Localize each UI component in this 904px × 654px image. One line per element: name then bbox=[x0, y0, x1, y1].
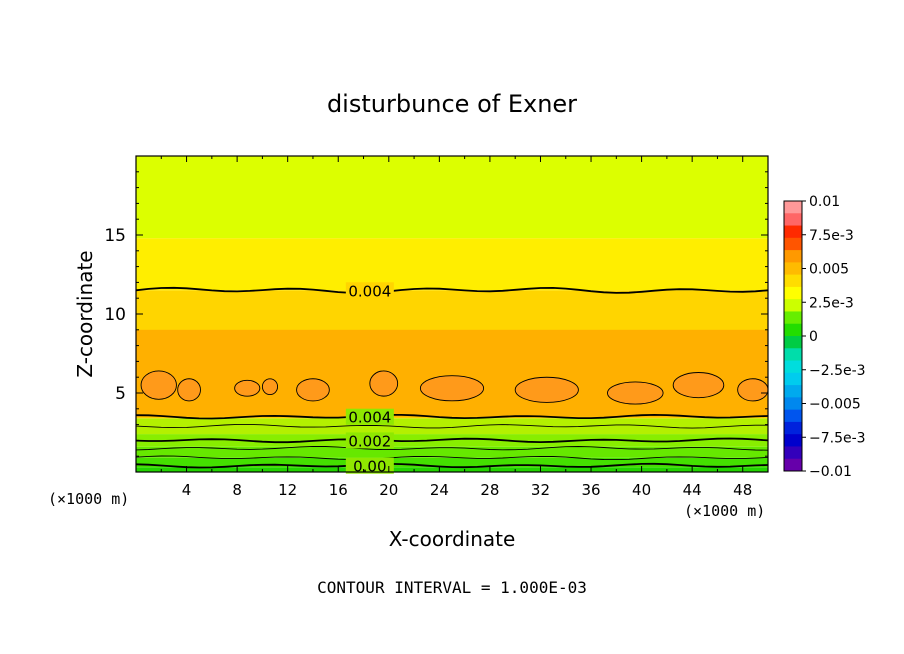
color-band-2 bbox=[136, 446, 768, 458]
color-band-3 bbox=[136, 434, 768, 447]
colorbar-label-0: 0.01 bbox=[809, 194, 840, 210]
colorbar-segment-9 bbox=[784, 311, 802, 325]
colorbar-segment-3 bbox=[784, 237, 802, 251]
contour-label-0: 0.004 bbox=[348, 282, 391, 300]
y-axis-unit: (×1000 m) bbox=[684, 502, 765, 520]
color-band-1 bbox=[136, 457, 768, 468]
x-tick-label-4: 20 bbox=[379, 481, 398, 499]
y-tick-label-0: 5 bbox=[115, 384, 126, 404]
contour-line-3 bbox=[136, 437, 768, 444]
colorbar-segment-17 bbox=[784, 409, 802, 423]
orange-band-fill bbox=[136, 329, 768, 417]
contour-label-bg-1 bbox=[345, 408, 394, 425]
maximum-cell-6 bbox=[419, 375, 485, 402]
contour-lines bbox=[136, 286, 768, 469]
y-tick-label-1: 10 bbox=[104, 305, 126, 325]
contour-line-0 bbox=[136, 286, 768, 295]
chart-title: disturbunce of Exner bbox=[327, 90, 577, 118]
maximum-cell-7 bbox=[514, 376, 579, 403]
x-tick-label-0: 4 bbox=[182, 481, 192, 499]
orange-band bbox=[136, 329, 768, 417]
x-tick-label-5: 24 bbox=[430, 481, 449, 499]
x-tick-label-2: 12 bbox=[278, 481, 297, 499]
y-axis-label: Z-coordinate bbox=[73, 250, 97, 377]
maximum-cell-1 bbox=[177, 378, 201, 402]
contour-line-6 bbox=[136, 462, 768, 469]
colorbar-segment-0 bbox=[784, 201, 802, 214]
x-axis-ticks: 4 8 12 16 20 24 28 32 36 40 44 48 bbox=[160, 156, 752, 499]
contour-label-3: 0.002 bbox=[348, 432, 391, 450]
contour-label-bg-3 bbox=[345, 432, 394, 449]
x-tick-label-7: 32 bbox=[531, 481, 550, 499]
x-tick-label-6: 28 bbox=[480, 481, 499, 499]
colorbar-segment-18 bbox=[784, 421, 802, 435]
colorbar-segment-4 bbox=[784, 250, 802, 263]
colorbar-segment-19 bbox=[784, 434, 802, 447]
colorbar-label-1: 7.5e-3 bbox=[809, 228, 854, 244]
y-axis-ticks: 5 10 15 bbox=[104, 171, 768, 457]
maximum-cell-0 bbox=[140, 370, 177, 400]
contour-line-2 bbox=[136, 423, 768, 429]
contour-label-bg-0 bbox=[345, 282, 394, 299]
maximum-cell-4 bbox=[296, 378, 330, 402]
y-tick-label-2: 15 bbox=[104, 226, 126, 246]
x-tick-label-10: 44 bbox=[683, 481, 702, 499]
x-tick-label-3: 16 bbox=[329, 481, 348, 499]
colorbar: 0.01 7.5e-3 0.005 2.5e-3 0 −2.5e-3 −0.005 −7.5e… bbox=[783, 194, 866, 480]
colorbar-label-8: −0.01 bbox=[809, 464, 852, 480]
colorbar-segment-14 bbox=[784, 372, 802, 386]
x-tick-label-11: 48 bbox=[733, 481, 752, 499]
maximum-cell-8 bbox=[607, 381, 664, 405]
colorbar-label-5: −2.5e-3 bbox=[809, 363, 866, 379]
colorbar-segment-13 bbox=[784, 360, 802, 374]
x-tick-label-8: 36 bbox=[581, 481, 600, 499]
colorbar-segment-12 bbox=[784, 348, 802, 362]
colorbar-segment-2 bbox=[784, 225, 802, 239]
colorbar-label-4: 0 bbox=[809, 329, 818, 345]
maximum-cell-9 bbox=[672, 372, 725, 399]
contour-line-1 bbox=[136, 413, 768, 420]
colorbar-segment-5 bbox=[784, 262, 802, 276]
contour-label-1: 0.004 bbox=[348, 409, 391, 427]
contour-line-4 bbox=[136, 445, 768, 451]
maximum-cell-5 bbox=[369, 370, 399, 397]
colorbar-segment-1 bbox=[784, 213, 802, 227]
colorbar-segment-16 bbox=[784, 397, 802, 411]
colorbar-label-7: −7.5e-3 bbox=[809, 430, 866, 446]
x-tick-label-9: 40 bbox=[632, 481, 651, 499]
color-band-4 bbox=[136, 418, 768, 435]
contour-label-6: 0.00 bbox=[353, 458, 386, 476]
colorbar-segment-21 bbox=[784, 458, 802, 472]
color-band-0 bbox=[136, 467, 768, 472]
maximum-cells bbox=[140, 370, 768, 405]
colorbar-segment-10 bbox=[784, 323, 802, 337]
colorbar-segment-7 bbox=[784, 286, 802, 300]
colorbar-label-3: 2.5e-3 bbox=[809, 295, 854, 311]
colorbar-segment-20 bbox=[784, 446, 802, 460]
contour-line-5 bbox=[136, 455, 768, 461]
maximum-cell-10 bbox=[737, 378, 768, 402]
contour-labels: 0.004 0.004 0.002 0.00 bbox=[345, 282, 394, 476]
color-band-7 bbox=[136, 238, 768, 291]
colorbar-segment-8 bbox=[784, 299, 802, 312]
x-axis-label: X-coordinate bbox=[389, 527, 516, 551]
contour-interval-note: CONTOUR INTERVAL = 1.000E-03 bbox=[317, 578, 587, 597]
plot-area bbox=[136, 156, 768, 472]
colorbar-segment-15 bbox=[784, 385, 802, 398]
contour-label-bg-6 bbox=[345, 457, 394, 474]
color-band-8 bbox=[136, 156, 768, 239]
colorbar-segment-6 bbox=[784, 274, 802, 288]
x-axis-unit: (×1000 m) bbox=[48, 490, 129, 508]
colorbar-label-2: 0.005 bbox=[809, 262, 849, 278]
x-tick-label-1: 8 bbox=[232, 481, 242, 499]
maximum-cell-3 bbox=[261, 378, 279, 396]
colorbar-label-6: −0.005 bbox=[809, 397, 861, 413]
colorbar-segment-11 bbox=[784, 336, 802, 349]
maximum-cell-2 bbox=[234, 379, 261, 397]
